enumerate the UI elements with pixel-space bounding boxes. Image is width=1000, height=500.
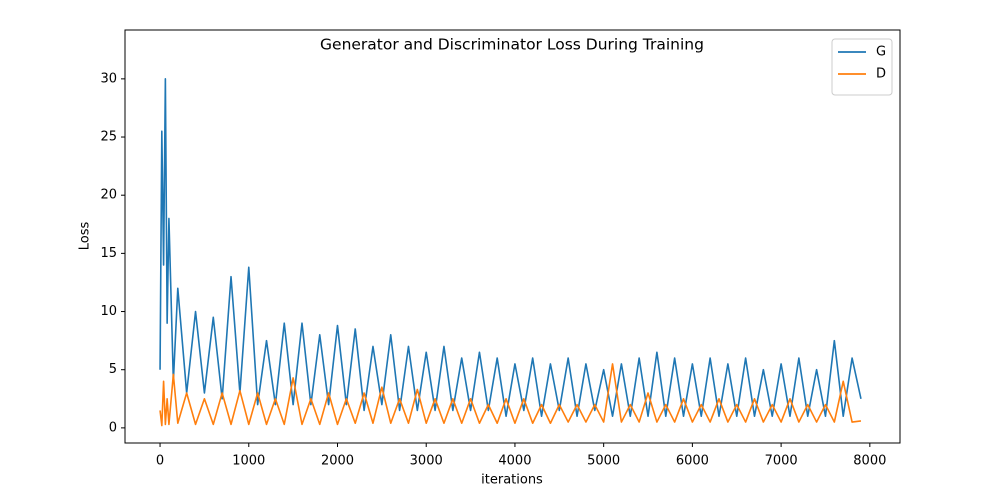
x-tick-label: 2000: [321, 454, 354, 469]
y-tick-label: 5: [109, 362, 117, 377]
x-tick-label: 3000: [410, 454, 443, 469]
series-line: [159, 78, 862, 418]
axes-frame: [124, 29, 901, 444]
y-tick-label: 10: [100, 304, 117, 319]
y-tick-label: 25: [100, 130, 117, 145]
legend-frame: [831, 38, 893, 96]
plot-area: [159, 78, 862, 427]
x-axis-label: iterations: [481, 473, 543, 488]
chart-title: Generator and Discriminator Loss During …: [320, 36, 704, 54]
legend: GD: [831, 38, 893, 96]
x-tick-label: 6000: [676, 454, 709, 469]
legend-label: D: [876, 67, 886, 82]
y-tick-label: 0: [109, 420, 117, 435]
legend-label: G: [876, 45, 886, 60]
x-tick-label: 1000: [232, 454, 265, 469]
y-tick-label: 20: [100, 188, 117, 203]
x-tick-label: 0: [156, 454, 164, 469]
x-tick-label: 4000: [498, 454, 531, 469]
series-line: [159, 363, 862, 427]
x-tick-label: 5000: [587, 454, 620, 469]
x-tick-label: 7000: [765, 454, 798, 469]
y-tick-label: 15: [100, 246, 117, 261]
x-tick-label: 8000: [853, 454, 886, 469]
y-axis-label: Loss: [78, 222, 93, 251]
y-tick-label: 30: [100, 71, 117, 86]
